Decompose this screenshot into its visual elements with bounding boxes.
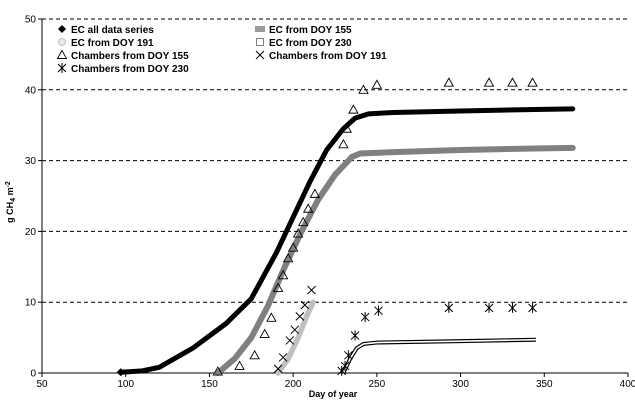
x-tick-label: 400	[620, 379, 635, 390]
y-tick-label: 50	[25, 15, 37, 26]
data-point	[528, 302, 537, 313]
data-point	[285, 336, 295, 345]
series-line	[118, 106, 576, 375]
data-point	[443, 77, 455, 87]
x-tick-label: 250	[369, 379, 386, 390]
data-series	[116, 77, 576, 377]
legend-label: Chambers from DOY 191	[269, 51, 387, 62]
x-tick-label: 50	[36, 379, 48, 390]
legend-item: EC from DOY 155	[255, 25, 352, 36]
data-point	[337, 365, 347, 376]
data-point	[277, 269, 289, 280]
y-axis-label-mid: m	[5, 187, 15, 198]
series-line-outline	[341, 337, 536, 374]
x-tick-label: 350	[536, 379, 553, 390]
data-point	[278, 353, 288, 362]
legend-symbol	[58, 38, 66, 46]
data-point	[297, 216, 309, 227]
y-axis-label-sub: 4	[10, 198, 17, 202]
data-point	[300, 300, 310, 310]
legend-symbol	[56, 49, 68, 59]
data-point	[340, 360, 350, 371]
legend-item: EC from DOY 191	[58, 38, 154, 49]
data-point	[116, 368, 125, 377]
series-ec-all-data-series	[116, 106, 576, 377]
data-point	[302, 203, 314, 213]
legend-symbol	[58, 25, 66, 33]
legend-symbol	[256, 38, 264, 46]
y-tick-label: 20	[25, 227, 37, 238]
legend-symbol	[255, 50, 265, 60]
data-point	[295, 312, 305, 321]
data-point	[272, 282, 284, 292]
data-point	[287, 242, 299, 252]
legend-item: EC all data series	[58, 25, 154, 36]
series-chambers-from-doy-191	[273, 285, 316, 374]
y-axis-label: g CH4 m-2	[5, 181, 17, 223]
data-point	[309, 188, 321, 198]
y-axis-label-sup: -2	[5, 181, 12, 187]
data-point	[507, 77, 518, 87]
series-ec-from-doy-155	[214, 144, 576, 376]
legend-label: EC from DOY 155	[269, 25, 352, 36]
series-chambers-from-doy-230	[337, 302, 537, 376]
data-point	[527, 77, 538, 87]
legend-item: Chambers from DOY 230	[57, 63, 189, 75]
data-point	[483, 77, 495, 87]
data-point	[484, 302, 494, 313]
legend-item: Chambers from DOY 155	[56, 49, 189, 62]
series-chambers-from-doy-155	[212, 77, 538, 376]
data-point	[212, 366, 224, 376]
legend-symbol	[255, 26, 265, 32]
data-point	[273, 364, 283, 374]
legend-label: EC from DOY 230	[269, 38, 352, 49]
data-point	[341, 123, 352, 133]
x-tick-label: 300	[452, 379, 469, 390]
data-point	[508, 302, 517, 313]
legend-label: EC from DOY 191	[71, 38, 154, 49]
data-point	[282, 252, 294, 263]
data-point	[374, 305, 383, 316]
legend-label: Chambers from DOY 230	[71, 64, 189, 75]
data-point	[307, 285, 316, 295]
data-point	[358, 84, 369, 94]
data-point	[371, 79, 383, 89]
x-tick-label: 150	[201, 379, 218, 390]
y-tick-label: 30	[25, 156, 37, 167]
data-point	[338, 138, 349, 149]
data-point	[292, 228, 304, 238]
legend-label: Chambers from DOY 155	[71, 51, 189, 62]
legend: EC all data series EC from DOY 155 EC from…	[56, 25, 387, 75]
legend-symbol	[57, 63, 67, 73]
series-ec-from-doy-230	[341, 337, 536, 374]
series-line	[275, 299, 316, 376]
data-point	[290, 325, 300, 335]
legend-label: EC all data series	[71, 25, 154, 36]
data-point	[444, 302, 454, 313]
series-line	[214, 144, 576, 376]
x-tick-label: 100	[117, 379, 134, 390]
data-point	[344, 350, 353, 361]
y-tick-label: 10	[25, 298, 37, 309]
data-point	[348, 104, 359, 114]
axes: 50 100 150 200 250 300 350 400 0 10 20 30 40 50	[25, 15, 635, 391]
series-ec-from-doy-191	[275, 299, 316, 376]
x-tick-label: 200	[285, 379, 302, 390]
data-point	[350, 330, 360, 341]
y-tick-label: 0	[30, 369, 36, 380]
data-point	[266, 312, 277, 322]
y-tick-label: 40	[25, 85, 37, 96]
legend-item: EC from DOY 230	[256, 38, 352, 49]
data-point	[234, 360, 245, 370]
x-axis-label: Day of year	[309, 389, 358, 399]
data-point	[249, 349, 260, 360]
data-point	[360, 312, 370, 323]
legend-item: Chambers from DOY 191	[255, 50, 387, 62]
series-line	[342, 338, 536, 374]
data-point	[259, 328, 270, 339]
y-axis-label-main: g CH	[5, 202, 15, 223]
